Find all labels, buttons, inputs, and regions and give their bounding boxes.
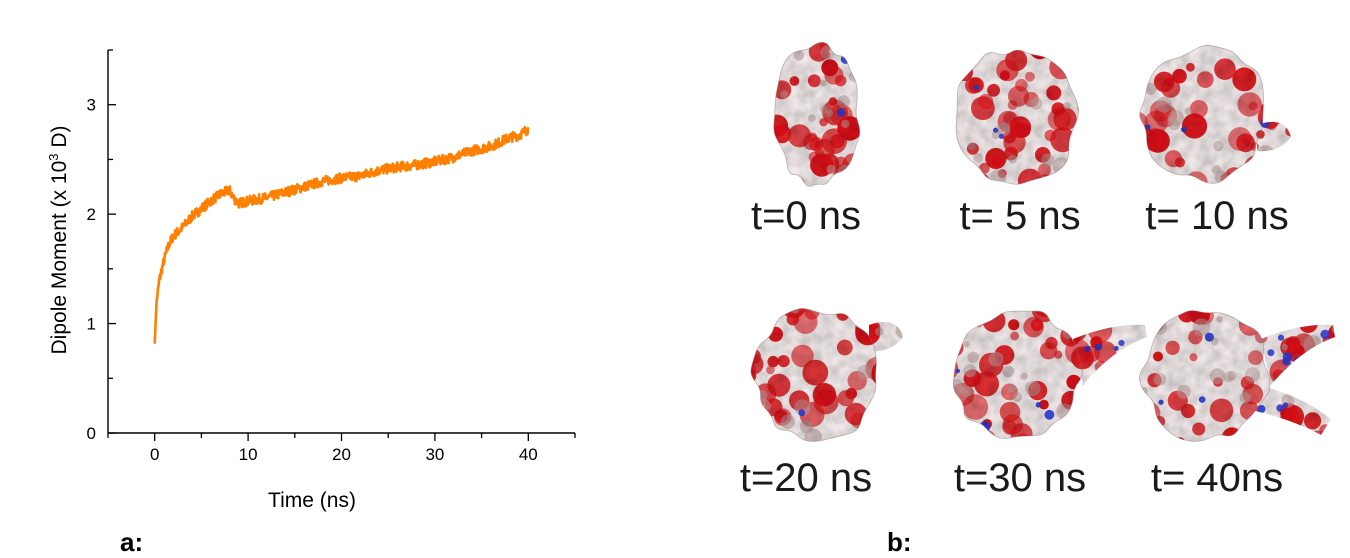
snapshot-time-label: t=20 ns — [740, 456, 872, 500]
snapshot-time-label: t=30 ns — [954, 456, 1086, 500]
surface-outline — [1139, 310, 1271, 442]
panel-a-colon: : — [134, 527, 143, 557]
panel-a-label: a: — [120, 527, 143, 557]
x-tick-label: 0 — [150, 445, 159, 464]
dipole-moment-series-line — [153, 125, 530, 344]
surface-outline — [955, 49, 1079, 185]
protein-snapshot: t= 5 ns — [955, 49, 1081, 238]
dipole-moment-chart: 0 1 2 3 0 10 20 30 40 Time (ns) Dipole Moment (… — [46, 49, 576, 512]
panel-b-colon: : — [903, 527, 912, 557]
y-axis-label-main: Dipole Moment (x 10 — [48, 161, 71, 355]
electrostatic-surface — [1139, 310, 1335, 442]
surface-outline — [952, 310, 1083, 439]
snapshot-time-label: t= 40ns — [1151, 456, 1283, 500]
protein-snapshot: t=0 ns — [751, 41, 861, 238]
protein-snapshot: t=30 ns — [952, 310, 1147, 500]
y-tick-label: 1 — [87, 315, 96, 334]
panel-b-letter: b — [887, 527, 903, 557]
snapshot-time-label: t=0 ns — [751, 194, 861, 238]
x-tick-label: 20 — [332, 445, 351, 464]
panel-a-letter: a — [120, 527, 135, 557]
protein-snapshots-grid: t=0 ns t= 5 ns t= 10 ns t=20 ns t=30 ns t= 40… — [740, 41, 1335, 500]
electrostatic-surface — [773, 42, 860, 187]
surface-outline — [1139, 44, 1264, 184]
y-axis-label-exponent: 3 — [46, 154, 61, 161]
y-axis-label: Dipole Moment (x 103 D) — [46, 126, 71, 355]
panel-b-label: b: — [887, 527, 912, 557]
snapshot-time-label: t= 10 ns — [1145, 194, 1288, 238]
snapshot-time-label: t= 5 ns — [959, 194, 1080, 238]
surface-outline — [773, 41, 861, 187]
y-tick-label: 3 — [87, 96, 96, 115]
x-tick-label: 10 — [239, 445, 258, 464]
x-tick-label: 30 — [425, 445, 444, 464]
x-tick-labels: 0 10 20 30 40 — [150, 445, 538, 464]
y-axis — [107, 49, 116, 434]
x-axis — [107, 432, 576, 441]
surface-outline — [750, 308, 877, 442]
protein-snapshot: t=20 ns — [740, 308, 903, 500]
x-tick-label: 40 — [519, 445, 538, 464]
x-axis-label: Time (ns) — [268, 489, 356, 512]
y-tick-label: 0 — [87, 424, 96, 443]
y-axis-label-unit: D) — [48, 126, 71, 154]
electrostatic-surface — [750, 308, 903, 442]
electrostatic-surface — [1139, 45, 1291, 184]
protein-snapshot: t= 10 ns — [1139, 44, 1291, 238]
y-tick-label: 2 — [87, 205, 96, 224]
y-tick-labels: 0 1 2 3 — [87, 96, 96, 443]
protein-snapshot: t= 40ns — [1139, 310, 1335, 500]
